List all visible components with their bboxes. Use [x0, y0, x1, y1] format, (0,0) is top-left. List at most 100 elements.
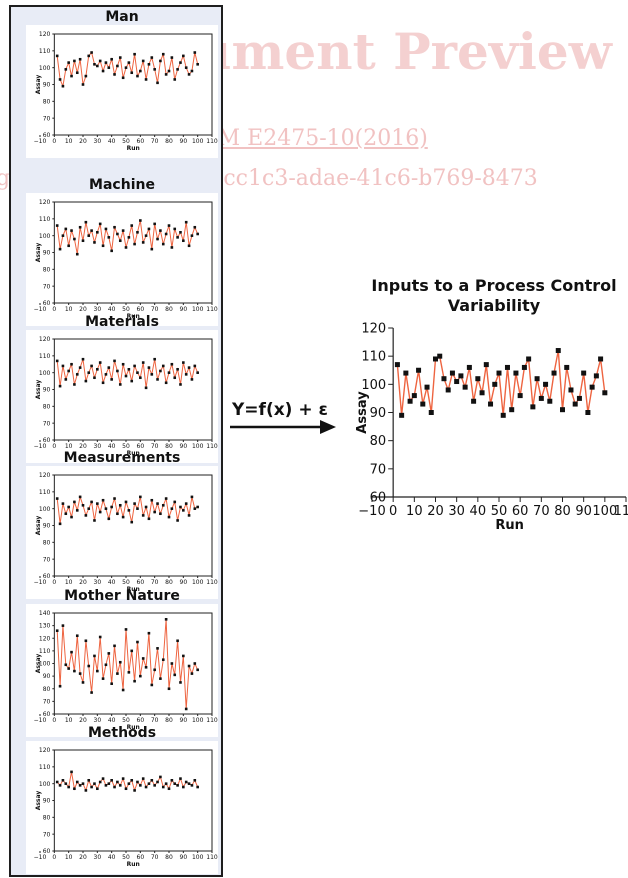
- data-point: [164, 381, 168, 385]
- data-point: [193, 51, 197, 54]
- data-point: [196, 668, 199, 672]
- data-point: [75, 252, 79, 256]
- data-point: [173, 500, 177, 504]
- data-point: [190, 495, 194, 499]
- data-point: [156, 647, 159, 650]
- data-point: [136, 371, 139, 374]
- data-point: [159, 59, 162, 63]
- data-point: [67, 505, 70, 509]
- data-point: [161, 364, 165, 368]
- data-point: [113, 644, 116, 648]
- data-point: [127, 509, 131, 512]
- data-point: [101, 677, 105, 680]
- data-point: [118, 239, 122, 243]
- series-line: [56, 51, 199, 88]
- data-point: [147, 227, 151, 231]
- data-point: [118, 383, 122, 386]
- data-point: [90, 500, 93, 504]
- data-point: [179, 681, 182, 684]
- data-point: [543, 381, 549, 387]
- data-point: [164, 73, 168, 76]
- y-tick-label: 90: [43, 82, 51, 89]
- data-point: [96, 669, 99, 673]
- data-point: [420, 401, 426, 407]
- data-point: [67, 667, 70, 670]
- x-tick-label: 0: [389, 504, 397, 519]
- data-point: [150, 373, 154, 376]
- data-point: [161, 504, 165, 507]
- data-point: [581, 370, 587, 376]
- x-tick-label: 60: [137, 717, 145, 724]
- data-point: [75, 373, 79, 376]
- data-point: [161, 785, 165, 789]
- data-point: [107, 782, 111, 785]
- data-point: [428, 410, 434, 415]
- x-tick-label: 100: [192, 443, 204, 450]
- x-tick-label: 20: [79, 854, 87, 861]
- data-point: [150, 498, 154, 502]
- data-point: [144, 234, 148, 237]
- x-tick-label: 40: [470, 504, 487, 519]
- y-tick-label: 90: [43, 673, 51, 680]
- data-point: [107, 66, 111, 69]
- chart-card-mother-nature: Mother Nature 60 70 80 90 100 110 120 130 140 −10…: [26, 588, 218, 737]
- data-point: [173, 376, 177, 380]
- data-point: [75, 780, 79, 784]
- data-point: [96, 368, 99, 371]
- data-point: [161, 242, 165, 246]
- x-tick-label: 50: [122, 579, 130, 586]
- data-point: [101, 244, 105, 248]
- data-point: [73, 383, 76, 386]
- x-tick-label: 110: [614, 504, 628, 519]
- data-point: [84, 74, 88, 78]
- data-point: [449, 370, 455, 376]
- x-tick-label: 70: [151, 717, 159, 724]
- x-tick-label: 60: [137, 443, 145, 450]
- x-tick-label: 20: [79, 443, 87, 450]
- data-point: [176, 236, 179, 239]
- data-point: [176, 368, 179, 371]
- data-point: [96, 787, 99, 791]
- data-point: [500, 412, 506, 418]
- x-tick-label: 40: [108, 306, 116, 313]
- y-tick-label: 120: [39, 336, 51, 343]
- data-point: [147, 517, 151, 521]
- data-point: [153, 784, 156, 787]
- data-point: [170, 56, 174, 59]
- y-tick-label: 120: [39, 747, 51, 754]
- data-point: [78, 784, 82, 787]
- data-point: [61, 624, 65, 627]
- x-tick-label: 70: [533, 504, 550, 519]
- y-tick-label: 60: [43, 573, 51, 580]
- data-point: [136, 780, 139, 784]
- data-point: [116, 512, 119, 516]
- x-tick-label: 50: [122, 443, 130, 450]
- chart-card-machine: Machine 60 70 80 90 100 110 120 −10 0 10 20 30 40 50 6…: [26, 177, 218, 326]
- x-tick-label: 60: [512, 504, 529, 519]
- y-tick-label: 110: [39, 489, 51, 496]
- data-point: [150, 779, 154, 782]
- data-point: [170, 362, 174, 366]
- data-point: [104, 227, 108, 231]
- x-tick-label: 90: [180, 854, 188, 861]
- chart-title-man: Man: [105, 9, 139, 25]
- data-point: [107, 366, 111, 369]
- y-tick-label: 70: [370, 462, 387, 477]
- data-point: [196, 505, 199, 509]
- data-point: [441, 376, 447, 382]
- x-tick-label: 70: [151, 306, 159, 313]
- data-point: [196, 371, 199, 374]
- data-point: [55, 780, 59, 784]
- data-point: [64, 782, 68, 785]
- x-tick-label: −10: [358, 504, 385, 519]
- x-tick-label: 40: [108, 443, 116, 450]
- x-tick-label: 40: [108, 138, 116, 145]
- x-tick-label: 100: [192, 717, 204, 724]
- data-point: [179, 777, 182, 780]
- data-point: [64, 512, 68, 516]
- data-point: [471, 398, 477, 404]
- data-point: [124, 787, 128, 791]
- data-point: [87, 234, 91, 237]
- y-tick-label: 110: [39, 353, 51, 360]
- x-tick-label: 50: [122, 138, 130, 145]
